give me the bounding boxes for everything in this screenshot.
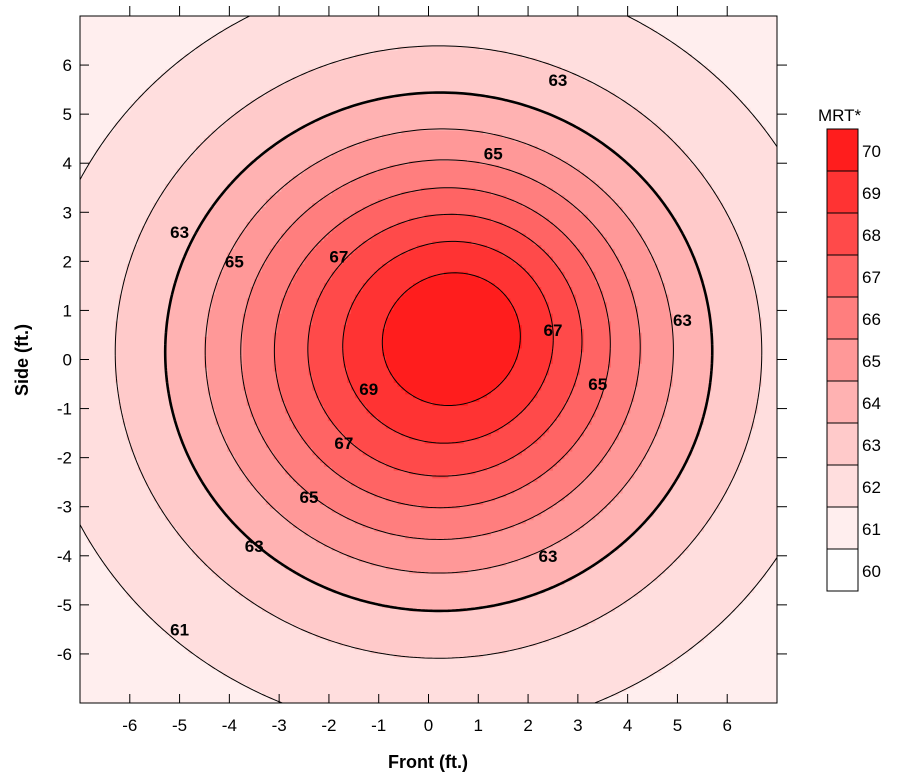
colorbar-label: 60 xyxy=(862,562,881,581)
contour-label-63: 63 xyxy=(539,547,558,566)
x-tick-label: 3 xyxy=(573,716,582,735)
x-tick-label: 0 xyxy=(424,716,433,735)
y-tick-label: 2 xyxy=(63,252,72,271)
y-tick-label: -3 xyxy=(57,498,72,517)
contour-label-67: 67 xyxy=(329,247,348,266)
y-tick-label: -2 xyxy=(57,449,72,468)
contour-label-63: 63 xyxy=(245,537,264,556)
x-tick-label: -6 xyxy=(122,716,137,735)
y-tick-label: -6 xyxy=(57,645,72,664)
colorbar-swatch-64 xyxy=(826,380,859,424)
contour-line-69 xyxy=(381,272,521,407)
x-tick-label: 2 xyxy=(523,716,532,735)
contour-label-65: 65 xyxy=(300,488,319,507)
colorbar-swatch-68 xyxy=(826,212,859,256)
contour-line-66 xyxy=(273,187,611,509)
contour-label-67: 67 xyxy=(544,321,563,340)
colorbar-label: 68 xyxy=(862,226,881,245)
contour-line-63 xyxy=(163,91,714,613)
contour-labels: 63 65 67 63 65 67 63 69 65 67 65 63 63 61 xyxy=(170,71,692,640)
x-tick-label: 1 xyxy=(474,716,483,735)
colorbar-label: 65 xyxy=(862,352,881,371)
colorbar-label: 69 xyxy=(862,184,881,203)
x-tick-label: -2 xyxy=(321,716,336,735)
contour-band-69 xyxy=(382,271,522,406)
colorbar-swatch-69 xyxy=(826,170,859,214)
colorbar-label: 70 xyxy=(862,142,881,161)
contour-label-63: 63 xyxy=(170,223,189,242)
contour-line-61 xyxy=(79,15,778,704)
y-tick-label: 0 xyxy=(63,351,72,370)
y-tick-label: 5 xyxy=(63,105,72,124)
contour-line-64 xyxy=(204,128,674,574)
colorbar-swatch-61 xyxy=(826,506,859,550)
colorbar-swatch-60 xyxy=(826,548,859,592)
x-tick-label: 5 xyxy=(673,716,682,735)
contour-fills xyxy=(80,16,778,704)
y-tick-label: 4 xyxy=(63,154,72,173)
x-tick-label: -1 xyxy=(371,716,386,735)
colorbar-title: MRT* xyxy=(818,106,862,125)
y-tick-label: 1 xyxy=(63,301,72,320)
contour-line-68 xyxy=(342,240,554,444)
contour-label-65: 65 xyxy=(588,375,607,394)
contour-label-65: 65 xyxy=(225,252,244,271)
colorbar-swatch-67 xyxy=(826,254,859,298)
x-tick-label: -3 xyxy=(272,716,287,735)
colorbar-label: 67 xyxy=(862,268,881,287)
colorbar-label: 62 xyxy=(862,478,881,497)
y-axis-title: Side (ft.) xyxy=(12,324,32,396)
contour-line-62 xyxy=(114,45,763,659)
colorbar-swatch-66 xyxy=(826,296,859,340)
colorbar-swatch-65 xyxy=(826,338,859,382)
contour-label-65: 65 xyxy=(484,144,503,163)
x-tick-label: 4 xyxy=(623,716,632,735)
y-tick-label: 3 xyxy=(63,203,72,222)
colorbar-label: 64 xyxy=(862,394,881,413)
x-tick-label: -5 xyxy=(172,716,187,735)
contour-line-67 xyxy=(307,213,583,477)
colorbar-label: 66 xyxy=(862,310,881,329)
contour-label-61: 61 xyxy=(170,620,189,639)
contour-label-69: 69 xyxy=(359,380,378,399)
colorbar: MRT* 70 69 68 67 66 65 64 63 62 61 60 xyxy=(818,106,881,592)
x-tick-label: 6 xyxy=(722,716,731,735)
y-tick-label: -4 xyxy=(57,547,72,566)
colorbar-label: 61 xyxy=(862,520,881,539)
contour-label-63: 63 xyxy=(673,311,692,330)
colorbar-swatch-62 xyxy=(826,464,859,508)
x-tick-label: -4 xyxy=(222,716,237,735)
x-axis: -6 -5 -4 -3 -2 -1 0 1 2 3 4 5 6 xyxy=(122,6,732,735)
colorbar-label: 63 xyxy=(862,436,881,455)
contour-label-67: 67 xyxy=(334,434,353,453)
y-tick-label: 6 xyxy=(63,56,72,75)
colorbar-swatch-63 xyxy=(826,422,859,466)
y-tick-label: -5 xyxy=(57,596,72,615)
contour-line-65 xyxy=(240,159,641,540)
contour-lines xyxy=(79,15,778,704)
contour-label-63: 63 xyxy=(548,71,567,90)
y-tick-label: -1 xyxy=(57,400,72,419)
colorbar-swatch-70 xyxy=(826,128,859,172)
x-axis-title: Front (ft.) xyxy=(388,752,468,772)
